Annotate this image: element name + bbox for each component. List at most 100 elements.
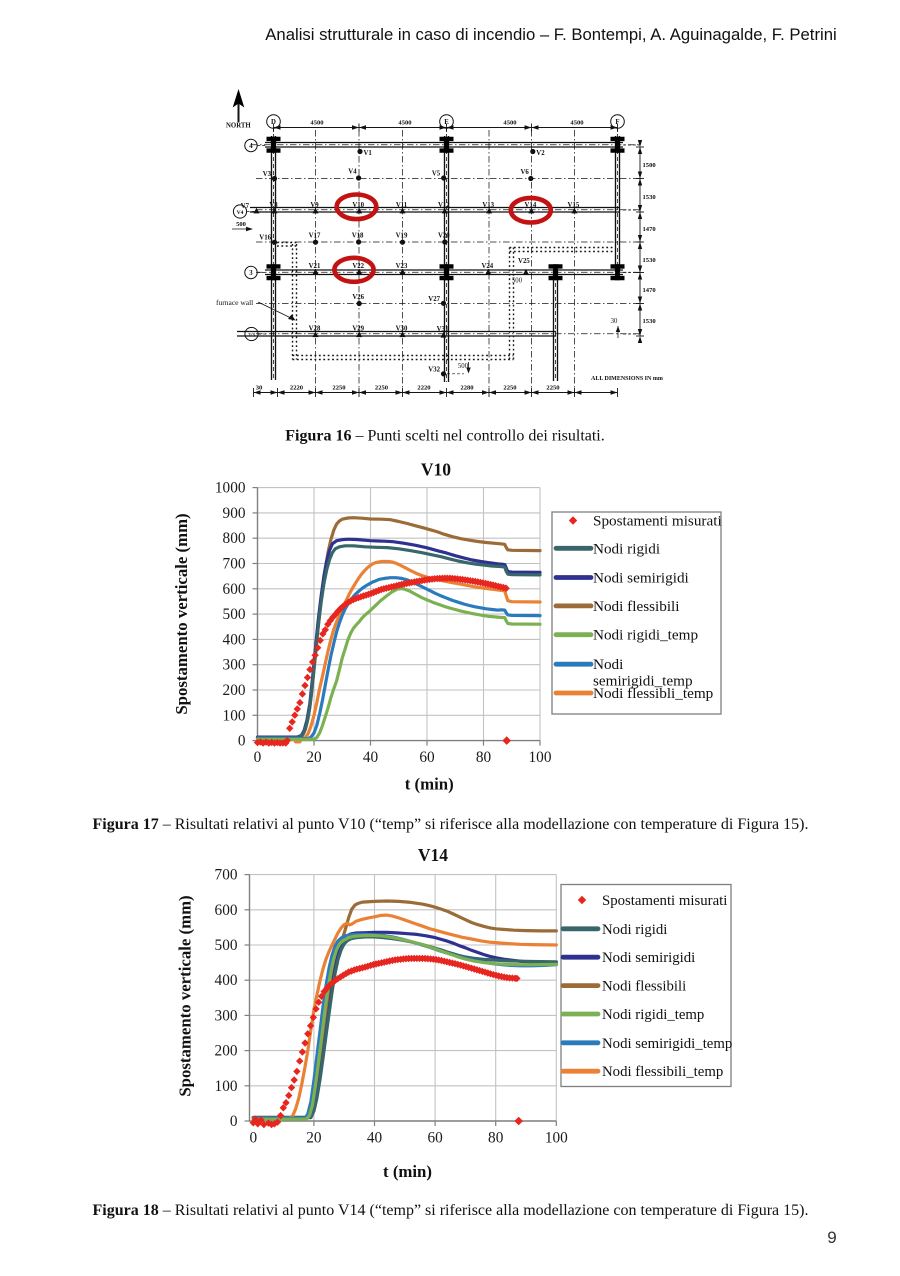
svg-text:0: 0 (254, 749, 262, 766)
svg-text:1530: 1530 (643, 194, 657, 201)
svg-text:Spostamenti misurati: Spostamenti misurati (593, 513, 722, 530)
svg-text:9: 9 (827, 1228, 836, 1247)
svg-text:V8: V8 (269, 202, 278, 209)
svg-text:2250: 2250 (375, 385, 389, 392)
svg-text:100: 100 (545, 1130, 568, 1147)
svg-text:0: 0 (238, 733, 246, 750)
svg-text:2250: 2250 (332, 385, 346, 392)
svg-text:500: 500 (215, 937, 238, 954)
svg-text:Nodi flessibli_temp: Nodi flessibli_temp (593, 685, 713, 702)
svg-text:600: 600 (223, 581, 246, 598)
svg-text:500: 500 (512, 278, 523, 285)
svg-text:V2: V2 (536, 150, 545, 157)
svg-text:V15: V15 (568, 202, 580, 209)
svg-text:80: 80 (476, 749, 492, 766)
svg-text:Nodi semirigidi: Nodi semirigidi (602, 950, 695, 966)
svg-text:2280: 2280 (460, 385, 474, 392)
svg-text:E: E (444, 119, 449, 126)
svg-text:V4: V4 (348, 169, 357, 176)
svg-text:4500: 4500 (503, 120, 517, 127)
svg-text:V7: V7 (241, 203, 250, 210)
svg-text:4500: 4500 (398, 120, 412, 127)
svg-text:60: 60 (427, 1130, 443, 1147)
svg-text:V12: V12 (438, 202, 450, 209)
svg-text:V20: V20 (438, 233, 450, 240)
svg-text:400: 400 (223, 631, 246, 648)
svg-text:30: 30 (611, 318, 618, 325)
svg-text:V16: V16 (259, 235, 271, 242)
svg-text:800: 800 (223, 530, 246, 547)
svg-text:V11: V11 (396, 202, 408, 209)
svg-text:t (min): t (min) (383, 1162, 432, 1181)
svg-text:V19: V19 (396, 233, 408, 240)
svg-text:700: 700 (215, 867, 238, 884)
svg-text:Nodi rigidi: Nodi rigidi (593, 540, 660, 557)
svg-text:2250: 2250 (546, 385, 560, 392)
svg-text:furnace wall: furnace wall (216, 298, 253, 307)
svg-text:V25: V25 (518, 258, 530, 265)
svg-text:80: 80 (488, 1130, 504, 1147)
svg-text:600: 600 (215, 902, 238, 919)
svg-text:V30: V30 (396, 326, 408, 333)
svg-text:100: 100 (223, 707, 246, 724)
svg-text:semirigidi_temp: semirigidi_temp (593, 673, 693, 690)
svg-text:Spostamenti misurati: Spostamenti misurati (602, 893, 727, 909)
svg-text:Spostamento verticale (mm): Spostamento verticale (mm) (172, 513, 191, 714)
svg-text:V29: V29 (352, 326, 364, 333)
svg-text:Nodi flessibili_temp: Nodi flessibili_temp (602, 1064, 723, 1080)
svg-text:Figura 18 – Risultati relativi: Figura 18 – Risultati relativi al punto … (93, 1202, 809, 1219)
svg-text:Nodi: Nodi (593, 656, 623, 673)
svg-text:V26: V26 (352, 294, 364, 301)
svg-text:D: D (271, 119, 276, 126)
svg-text:1470: 1470 (643, 287, 657, 294)
svg-text:V10: V10 (352, 202, 364, 209)
svg-text:0: 0 (230, 1113, 238, 1130)
svg-text:1000: 1000 (215, 480, 246, 497)
svg-text:V6: V6 (520, 169, 529, 176)
svg-text:100: 100 (529, 749, 552, 766)
svg-text:V23: V23 (396, 263, 408, 270)
svg-text:V32: V32 (428, 366, 440, 373)
svg-text:400: 400 (215, 972, 238, 989)
svg-text:500: 500 (236, 221, 246, 228)
svg-text:V10: V10 (421, 460, 451, 480)
svg-text:V5: V5 (432, 171, 441, 178)
svg-text:V22: V22 (352, 263, 364, 270)
svg-text:V1: V1 (364, 150, 373, 157)
svg-text:3: 3 (249, 270, 253, 277)
svg-text:V9: V9 (310, 202, 319, 209)
svg-text:1500: 1500 (643, 162, 657, 169)
svg-text:Nodi semirigidi_temp: Nodi semirigidi_temp (602, 1036, 732, 1052)
svg-text:200: 200 (223, 682, 246, 699)
svg-text:V18: V18 (352, 233, 364, 240)
svg-text:V17: V17 (309, 233, 321, 240)
svg-text:40: 40 (367, 1130, 383, 1147)
svg-text:V31: V31 (437, 326, 449, 333)
svg-text:NORTH: NORTH (226, 123, 251, 130)
svg-text:V4: V4 (237, 210, 244, 216)
svg-text:V13: V13 (482, 202, 494, 209)
svg-text:2/3: 2/3 (248, 332, 255, 338)
svg-text:0: 0 (249, 1130, 257, 1147)
svg-text:4500: 4500 (570, 120, 584, 127)
svg-text:20: 20 (306, 1130, 322, 1147)
svg-text:500: 500 (458, 363, 469, 370)
svg-text:t (min): t (min) (405, 775, 454, 794)
svg-text:V24: V24 (481, 263, 493, 270)
svg-text:F: F (615, 119, 619, 126)
svg-text:V27: V27 (428, 296, 440, 303)
svg-text:2220: 2220 (417, 385, 431, 392)
svg-text:Nodi flessibili: Nodi flessibili (593, 598, 679, 615)
svg-text:4: 4 (249, 143, 253, 150)
svg-text:60: 60 (419, 749, 435, 766)
svg-text:300: 300 (223, 657, 246, 674)
svg-text:Nodi semirigidi: Nodi semirigidi (593, 570, 689, 587)
svg-text:V14: V14 (418, 845, 448, 865)
svg-text:Analisi strutturale in caso di: Analisi strutturale in caso di incendio … (265, 25, 836, 44)
svg-text:2220: 2220 (290, 385, 304, 392)
svg-text:Figura 16 – Punti scelti nel c: Figura 16 – Punti scelti nel controllo d… (285, 428, 605, 445)
svg-text:4500: 4500 (310, 120, 324, 127)
svg-text:900: 900 (223, 505, 246, 522)
svg-text:1530: 1530 (643, 318, 657, 325)
svg-text:30: 30 (256, 385, 263, 392)
